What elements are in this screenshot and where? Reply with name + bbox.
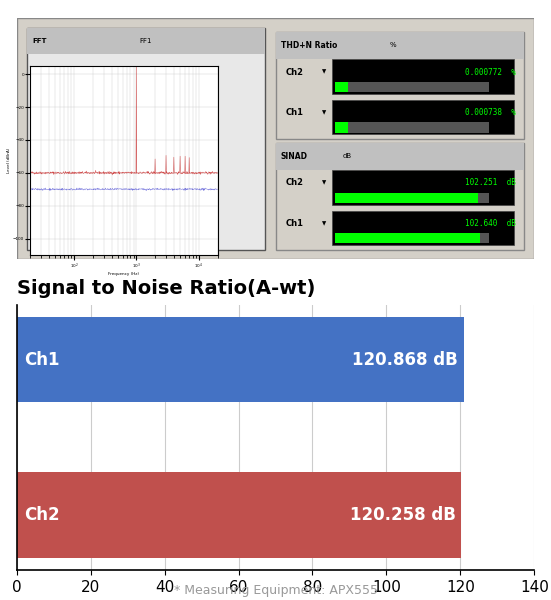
- FancyBboxPatch shape: [478, 193, 489, 203]
- Text: SINAD: SINAD: [280, 152, 307, 161]
- FancyBboxPatch shape: [335, 122, 348, 133]
- FancyBboxPatch shape: [332, 211, 514, 245]
- FancyBboxPatch shape: [276, 32, 524, 139]
- Text: 102.640  dB: 102.640 dB: [466, 219, 516, 228]
- Text: Signal to Noise Ratio(A-wt): Signal to Noise Ratio(A-wt): [17, 278, 315, 298]
- Text: 120.868 dB: 120.868 dB: [353, 350, 458, 368]
- FancyBboxPatch shape: [276, 143, 524, 250]
- FancyBboxPatch shape: [332, 100, 514, 134]
- FancyBboxPatch shape: [17, 18, 534, 259]
- FancyBboxPatch shape: [348, 122, 489, 133]
- FancyBboxPatch shape: [27, 28, 265, 54]
- Text: %: %: [390, 43, 396, 49]
- Text: * Measuring Equipment: APX555: * Measuring Equipment: APX555: [174, 584, 377, 597]
- FancyBboxPatch shape: [332, 59, 514, 94]
- Text: 0.000738  %: 0.000738 %: [466, 108, 516, 117]
- Text: 102.251  dB: 102.251 dB: [466, 178, 516, 187]
- Bar: [17, 317, 464, 403]
- FancyBboxPatch shape: [27, 28, 265, 250]
- Text: dB: dB: [343, 153, 352, 159]
- Text: 0.000772  %: 0.000772 %: [466, 68, 516, 77]
- Text: ▼: ▼: [322, 181, 326, 185]
- Text: Ch2: Ch2: [24, 506, 60, 524]
- Text: Ch2: Ch2: [286, 178, 304, 187]
- FancyBboxPatch shape: [335, 233, 480, 244]
- Text: Ch1: Ch1: [286, 108, 304, 117]
- X-axis label: Frequency (Hz): Frequency (Hz): [109, 272, 139, 276]
- FancyBboxPatch shape: [348, 82, 489, 92]
- Text: ▼: ▼: [322, 110, 326, 115]
- FancyBboxPatch shape: [332, 170, 514, 205]
- Text: Ch2: Ch2: [286, 68, 304, 77]
- FancyBboxPatch shape: [276, 143, 524, 170]
- FancyBboxPatch shape: [335, 82, 348, 92]
- Text: FFT: FFT: [32, 38, 47, 44]
- Text: ▼: ▼: [322, 70, 326, 74]
- Y-axis label: Level (dBrA): Level (dBrA): [7, 148, 12, 173]
- Text: Ch1: Ch1: [286, 219, 304, 228]
- FancyBboxPatch shape: [335, 193, 478, 203]
- Text: THD+N Ratio: THD+N Ratio: [280, 41, 337, 50]
- Bar: [17, 472, 461, 558]
- Text: Ch1: Ch1: [24, 350, 60, 368]
- Text: FF1: FF1: [140, 38, 152, 44]
- Text: ▼: ▼: [322, 221, 326, 226]
- Text: 120.258 dB: 120.258 dB: [350, 506, 456, 524]
- FancyBboxPatch shape: [480, 233, 489, 244]
- FancyBboxPatch shape: [276, 32, 524, 59]
